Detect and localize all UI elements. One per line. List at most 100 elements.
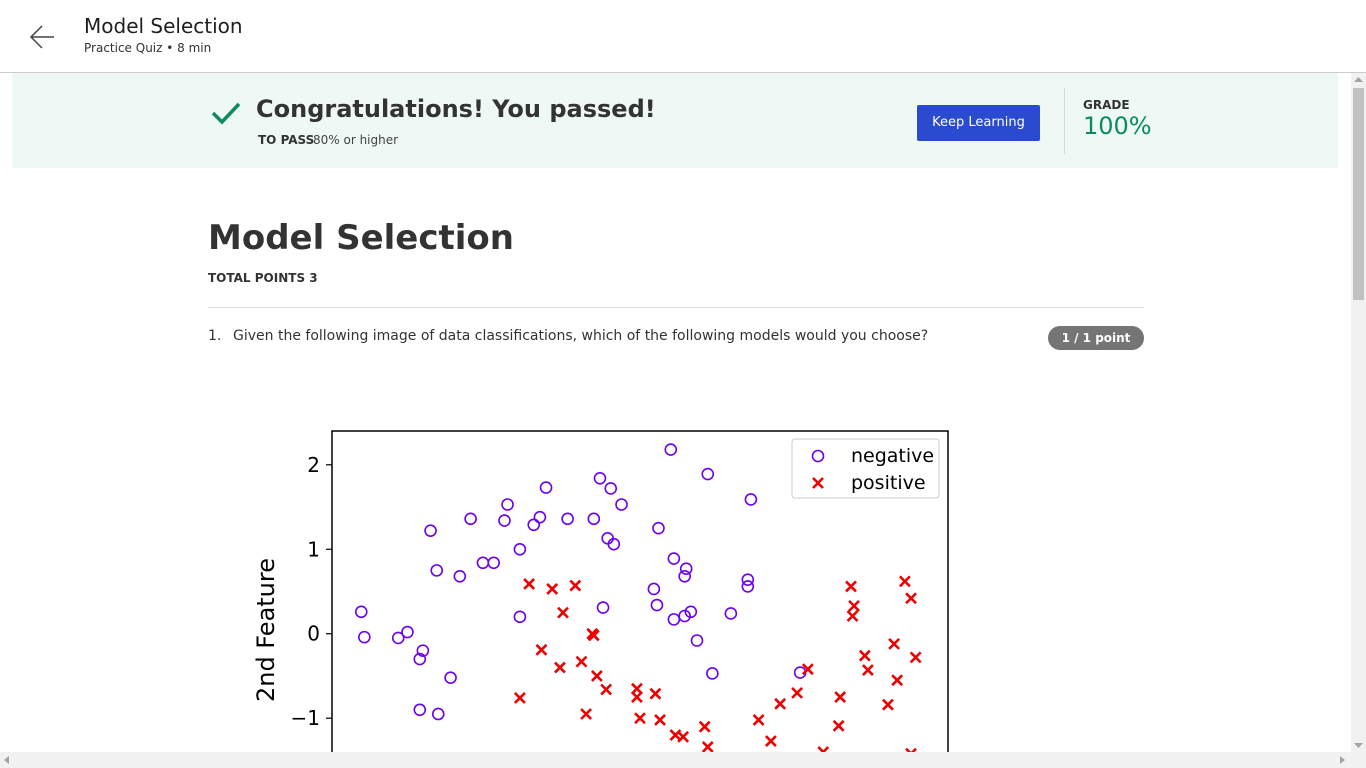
x-marker [649,687,662,700]
horizontal-scrollbar[interactable] [0,752,1366,768]
x-marker [535,643,548,656]
scatter-point [882,698,894,711]
scatter-point [905,592,917,605]
scatter-point [587,512,601,526]
scatter-point [557,606,569,619]
scatter-point [554,661,566,674]
check-icon [211,102,241,125]
header-title: Model Selection [84,14,243,38]
scroll-up-arrow[interactable] [1351,73,1366,87]
scatter-point [535,643,548,656]
scatter-point [664,443,678,456]
scatter-point [654,713,666,726]
scatter-point [741,580,755,593]
scatter-point [498,514,511,527]
y-axis-label: 2nd Feature [252,558,280,702]
scatter-point [539,481,553,494]
scatter-point [667,552,681,565]
result-banner [12,73,1338,168]
scatter-point [650,598,664,612]
x-marker [882,698,894,711]
scatter-point [587,629,600,642]
total-points: TOTAL POINTS 3 [208,271,318,285]
scatter-point [905,747,917,752]
scatter-point [774,697,787,710]
legend-marker [812,477,824,489]
scatter-point [358,630,371,644]
divider [1064,88,1065,154]
scatter-point [701,467,715,481]
scatter-point [698,720,711,733]
scroll-arrows [4,756,1345,764]
x-marker [909,651,922,664]
question-number: 1. [208,328,222,344]
scatter-point [741,573,755,586]
scatter-point [607,537,621,551]
legend-marker [811,449,825,463]
keep-learning-button[interactable]: Keep Learning [917,105,1040,141]
scatter-point [513,542,527,556]
scatter-point [801,663,814,676]
scatter-point [744,493,758,506]
x-marker [600,683,613,696]
x-marker [575,655,588,668]
scatter-point [546,583,559,595]
plot-frame [331,430,949,752]
scatter-point [677,730,690,743]
x-marker [546,583,559,595]
x-marker [801,663,814,676]
scatter-point [600,683,613,696]
legend-label: negative [851,445,934,467]
scrollbar-thumb[interactable] [1353,88,1364,300]
plot: 2nd Feature 2 1 0 −1 negative positive [252,430,949,752]
back-button[interactable] [28,24,56,50]
scatter-point [615,498,628,511]
y-tick-label: 1 [307,537,320,561]
x-marker [631,691,643,704]
scatter-point [701,741,714,752]
scatter-point [832,719,845,732]
x-marker [677,730,690,743]
scatter-point [590,670,603,682]
scroll-down-arrow[interactable] [1351,738,1366,752]
scatter-point [631,691,643,704]
scatter-point [724,607,738,620]
grade-value: 100% [1083,112,1152,140]
scatter-point [569,579,582,592]
scatter-point [354,605,368,619]
x-marker [862,664,874,676]
y-tick-label: 2 [307,453,320,477]
scatter-point [413,703,427,717]
scatter-point [523,577,536,590]
scatter-point [690,634,704,647]
scatter-point [684,605,698,619]
scatter-point [888,637,901,650]
scatter-point [430,564,444,577]
scatter-point [501,498,514,511]
scatter-point [413,652,427,666]
scatter-point [416,644,430,657]
header-subtitle: Practice Quiz • 8 min [84,41,212,55]
x-marker [752,713,765,726]
x-marker [513,692,526,704]
x-marker [654,713,666,726]
scatter-point [533,510,547,524]
scatter-point [527,518,541,532]
scatter-point [678,569,691,583]
x-marker [848,599,860,612]
x-marker [698,720,711,733]
x-marker [888,637,901,650]
x-marker [569,579,582,592]
x-marker [587,629,600,642]
scatter-point [453,569,467,583]
to-pass-value: 80% or higher [313,133,399,147]
scatter-point [575,655,588,668]
x-marker [832,719,845,732]
x-marker [846,610,859,622]
x-marker [701,741,714,752]
x-marker [791,686,803,699]
question-text: Given the following image of data classi… [233,328,929,344]
scatter-point [845,580,857,593]
scatter-point [444,671,457,684]
